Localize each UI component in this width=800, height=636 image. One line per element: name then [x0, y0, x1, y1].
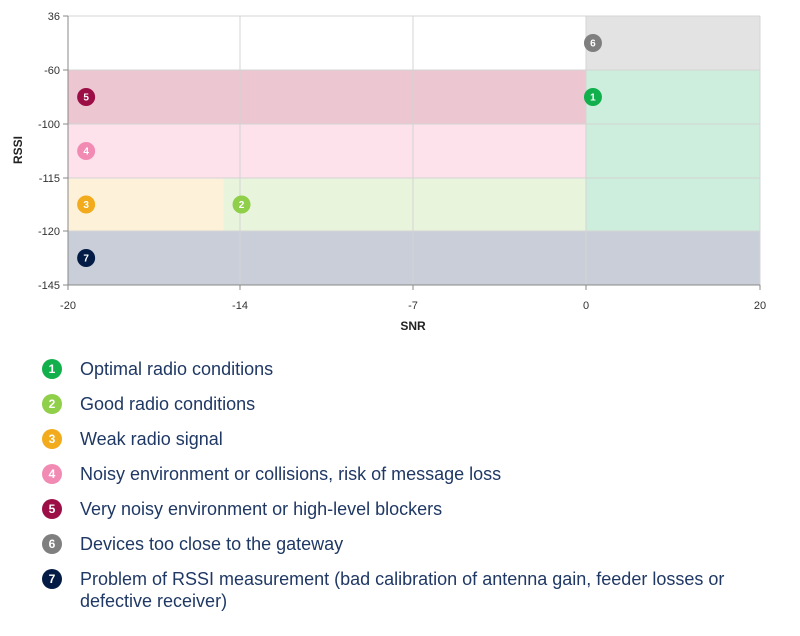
marker-number: 4 — [83, 147, 89, 158]
chart-markers: 6 1 5 4 3 2 7 — [77, 34, 602, 267]
marker-number: 2 — [239, 200, 245, 211]
marker-number: 3 — [83, 200, 89, 211]
marker-number: 5 — [83, 93, 89, 104]
marker-number: 6 — [590, 39, 596, 50]
marker-circle — [77, 195, 96, 214]
marker-circle — [583, 88, 602, 106]
legend-badge: 3 — [42, 429, 62, 449]
legend-text: Noisy environment or collisions, risk of… — [80, 464, 502, 484]
legend-text: Optimal radio conditions — [80, 359, 274, 379]
marker-number: 7 — [83, 254, 89, 265]
x-axis-title: SNR — [400, 319, 426, 333]
legend-badge: 5 — [42, 499, 62, 519]
region-1 — [586, 70, 760, 231]
legend-item-2: 2 Good radio conditions — [40, 393, 780, 415]
marker-circle — [77, 249, 96, 267]
legend-text: Very noisy environment or high-level blo… — [80, 499, 443, 519]
y-tick-label: -120 — [38, 226, 60, 238]
chart-regions — [68, 16, 760, 285]
legend-item-6: 6 Devices too close to the gateway — [40, 533, 780, 555]
marker-3: 3 — [77, 195, 96, 214]
marker-circle — [232, 195, 251, 214]
marker-number: 1 — [590, 93, 596, 104]
legend-item-3: 3 Weak radio signal — [40, 428, 780, 450]
region-6 — [586, 16, 760, 70]
legend-badge: 2 — [42, 394, 62, 414]
region-4 — [68, 124, 586, 178]
legend-badge: 1 — [42, 359, 62, 379]
x-axis-ticks: -20 -14 -7 0 20 — [60, 285, 766, 312]
marker-7: 7 — [77, 249, 96, 267]
x-tick-label: -14 — [232, 300, 248, 312]
marker-4: 4 — [77, 142, 96, 160]
legend-item-5: 5 Very noisy environment or high-level bl… — [40, 498, 780, 520]
legend-text: Problem of RSSI measurement (bad calibra… — [80, 569, 725, 611]
y-tick-label: -100 — [38, 119, 60, 131]
y-axis-title: RSSI — [11, 136, 25, 164]
y-tick-label: -60 — [44, 65, 60, 77]
y-tick-label: -145 — [38, 280, 60, 292]
region-2 — [223, 178, 586, 231]
legend-text: Good radio conditions — [80, 394, 256, 414]
legend-text: Devices too close to the gateway — [80, 534, 344, 554]
marker-5: 5 — [77, 88, 96, 106]
legend-badge: 6 — [42, 534, 62, 554]
x-tick-label: -20 — [60, 300, 76, 312]
legend-badge: 4 — [42, 464, 62, 484]
marker-circle — [77, 142, 96, 160]
legend-badge: 7 — [42, 569, 62, 589]
y-tick-label: 36 — [48, 11, 60, 23]
legend-item-7: 7 Problem of RSSI measurement (bad calibr… — [40, 568, 780, 612]
x-tick-label: -7 — [408, 300, 418, 312]
marker-circle — [77, 88, 96, 106]
marker-circle — [583, 34, 602, 52]
marker-1: 1 — [583, 88, 602, 106]
region-5 — [68, 70, 586, 124]
y-tick-label: -115 — [39, 173, 60, 185]
legend-item-4: 4 Noisy environment or collisions, risk o… — [40, 463, 780, 485]
x-tick-label: 0 — [583, 300, 589, 312]
legend-item-1: 1 Optimal radio conditions — [40, 358, 780, 380]
x-tick-label: 20 — [754, 300, 766, 312]
marker-2: 2 — [232, 195, 251, 214]
legend-text: Weak radio signal — [80, 429, 223, 449]
chart-axes — [67, 16, 760, 286]
y-axis-ticks: 36 -60 -100 -115 -120 -145 — [38, 11, 68, 292]
rssi-snr-chart: -20 -14 -7 0 20 36 -60 -100 -115 -120 -145 6 1 5 4 3 2… — [11, 11, 766, 333]
marker-6: 6 — [583, 34, 602, 52]
legend: 1 Optimal radio conditions 2 Good radio con… — [40, 358, 780, 625]
region-7 — [68, 231, 760, 285]
